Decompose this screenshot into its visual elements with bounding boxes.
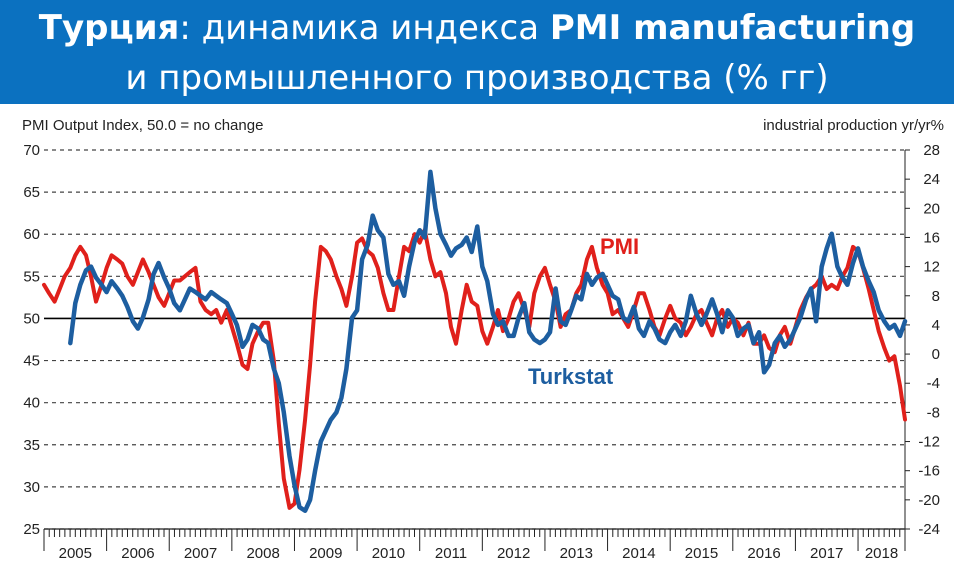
- x-tick-label: 2006: [121, 545, 154, 562]
- x-tick-label: 2009: [309, 545, 342, 562]
- x-tick-label: 2015: [685, 545, 718, 562]
- right-tick-label: 8: [932, 288, 940, 305]
- left-tick-label: 40: [23, 395, 40, 412]
- left-axis-title: PMI Output Index, 50.0 = no change: [22, 117, 263, 134]
- x-axis: 2005 2006 2007 2008 2009 2010 2011 2012 2013 2014…: [43, 528, 906, 562]
- left-tick-label: 35: [23, 437, 40, 454]
- pmi-chart: PMI Output Index, 50.0 = no change indus…: [22, 117, 944, 562]
- series-lines: [42, 169, 908, 514]
- left-tick-label: 70: [23, 142, 40, 159]
- right-tick-label: -16: [918, 463, 940, 480]
- right-tick-label: 28: [923, 142, 940, 159]
- x-tick-label: 2017: [810, 545, 843, 562]
- right-tick-label: 16: [923, 229, 940, 246]
- right-tick-label: -4: [927, 375, 940, 392]
- x-tick-label: 2005: [59, 545, 92, 562]
- series-label-pmi: PMI: [600, 234, 639, 259]
- left-tick-label: 55: [23, 268, 40, 285]
- right-tick-label: -8: [927, 404, 940, 421]
- title-banner: Турция: динамика индекса PMI manufacturi…: [0, 0, 954, 104]
- x-tick-label: 2011: [435, 545, 467, 562]
- x-tick-label: 2010: [372, 545, 405, 562]
- x-tick-label: 2018: [865, 545, 898, 562]
- x-tick-label: 2014: [622, 545, 655, 562]
- x-tick-label: 2012: [497, 545, 530, 562]
- right-tick-label: 20: [923, 200, 940, 217]
- x-tick-label: 2008: [246, 545, 279, 562]
- chart-area: PMI Output Index, 50.0 = no change indus…: [0, 104, 954, 575]
- title-mid: : динамика индекса: [179, 8, 550, 48]
- right-tick-label: 12: [923, 259, 940, 276]
- right-axis-ticks: -24 -20 -16 -12 -8 -4 0 4 8 12 16 20 24 28: [904, 142, 940, 538]
- right-tick-label: -20: [918, 492, 940, 509]
- title-country: Турция: [38, 8, 180, 48]
- x-tick-label: 2013: [560, 545, 593, 562]
- series-line-turkstat: [68, 169, 908, 514]
- right-tick-label: 4: [932, 317, 940, 334]
- left-tick-label: 50: [23, 310, 40, 327]
- left-tick-label: 30: [23, 479, 40, 496]
- right-tick-label: 0: [932, 346, 940, 363]
- right-tick-label: 24: [923, 171, 940, 188]
- right-axis-title: industrial production yr/yr%: [763, 117, 944, 134]
- title-pmi: PMI manufacturing: [549, 8, 916, 48]
- left-tick-label: 25: [23, 521, 40, 538]
- x-tick-label: 2016: [747, 545, 780, 562]
- left-axis-ticks: 25 30 35 40 45 50 55 60 65 70: [23, 142, 40, 538]
- series-label-turkstat: Turkstat: [528, 364, 614, 389]
- x-tick-label: 2007: [184, 545, 217, 562]
- grid-lines: [44, 149, 905, 530]
- series-line-pmi: [42, 228, 907, 510]
- left-tick-label: 45: [23, 353, 40, 370]
- left-tick-label: 65: [23, 184, 40, 201]
- right-tick-label: -24: [918, 521, 940, 538]
- title-line-2: и промышленного производства (% гг): [125, 58, 829, 98]
- left-tick-label: 60: [23, 226, 40, 243]
- title-line-1: Турция: динамика индекса PMI manufacturi…: [0, 3, 954, 53]
- right-tick-label: -12: [918, 434, 940, 451]
